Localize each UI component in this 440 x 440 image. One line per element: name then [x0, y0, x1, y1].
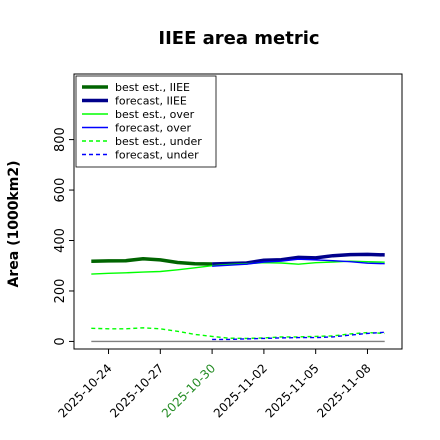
y-axis-label: Area (1000km2): [6, 161, 22, 288]
legend-label: forecast, IIEE: [115, 95, 187, 108]
series-line-best-est-iiee: [91, 256, 213, 266]
chart-title: IIEE area metric: [158, 28, 319, 49]
x-tick-label: 2025-11-05: [263, 361, 322, 420]
series-line-best-est-under: [91, 327, 385, 340]
legend-label: forecast, under: [115, 149, 199, 162]
y-tick-label: 200: [53, 279, 68, 304]
legend-box: [75, 75, 217, 168]
y-tick-label: 400: [53, 228, 68, 253]
y-axis: 0 200 400 600 800: [53, 127, 74, 346]
y-tick-label: 800: [53, 127, 68, 152]
x-tick-label: 2025-11-02: [211, 361, 270, 420]
legend-label: forecast, over: [115, 122, 191, 135]
legend-label: best est., over: [115, 108, 195, 121]
x-tick-label: 2025-11-08: [314, 361, 373, 420]
y-tick-label: 0: [53, 337, 68, 345]
series-line-forecast-iiee: [212, 252, 385, 266]
plot-area-frame: [73, 73, 403, 350]
x-tick-label: 2025-10-27: [107, 361, 166, 420]
series-layer: [91, 252, 385, 343]
series-line-forecast-over: [212, 258, 385, 267]
legend-label: best est., under: [115, 135, 202, 148]
y-tick-label: 600: [53, 178, 68, 203]
series-line-forecast-under: [212, 331, 385, 341]
legend-label: best est., IIEE: [115, 81, 190, 94]
x-tick-label: 2025-10-24: [55, 361, 114, 420]
x-tick-label: 2025-10-30: [159, 361, 218, 420]
x-axis: 2025-10-242025-10-272025-10-302025-11-02…: [55, 349, 374, 420]
